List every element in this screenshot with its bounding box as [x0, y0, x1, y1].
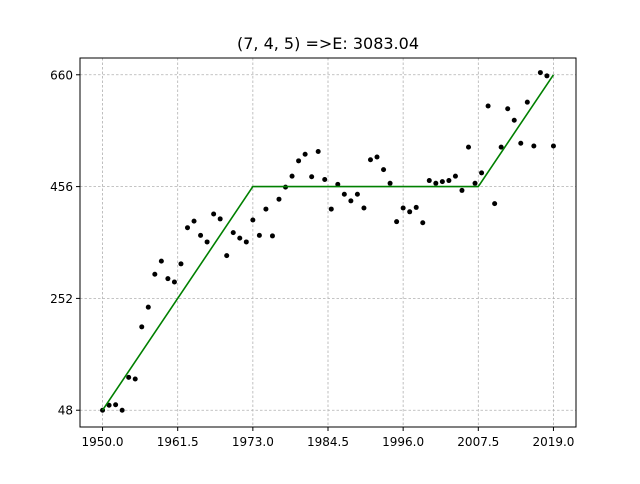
data-point: [459, 187, 465, 193]
data-point: [466, 144, 472, 150]
data-point: [361, 205, 367, 211]
data-point: [224, 253, 230, 259]
y-tick-label: 252: [50, 292, 73, 306]
data-point: [479, 170, 485, 176]
data-point: [269, 233, 275, 239]
data-point: [139, 324, 145, 330]
data-point: [211, 211, 217, 217]
data-point: [485, 103, 491, 109]
grid-layer: [80, 58, 576, 427]
y-tick-label: 456: [50, 180, 73, 194]
data-point: [524, 99, 530, 105]
data-point: [152, 271, 158, 277]
data-point: [511, 117, 517, 123]
data-point: [472, 180, 478, 186]
data-point: [309, 174, 315, 180]
data-point: [113, 402, 119, 408]
data-point: [119, 407, 125, 413]
data-point: [158, 258, 164, 264]
data-point: [217, 216, 223, 222]
data-point: [126, 374, 132, 380]
data-point: [498, 144, 504, 150]
data-point: [184, 225, 190, 231]
chart-title: (7, 4, 5) =>E: 3083.04: [237, 34, 419, 53]
axes-layer: 1950.0 1961.5 1973.0 1984.5 1996.0 2007.5 2019…: [50, 57, 577, 449]
x-tick-label: 1950.0: [82, 435, 124, 449]
data-point: [250, 217, 256, 223]
data-point: [230, 230, 236, 236]
x-tick-label: 1984.5: [307, 435, 349, 449]
data-point: [394, 219, 400, 225]
y-tick-label: 48: [58, 404, 73, 418]
data-point: [328, 206, 334, 212]
fit-line: [101, 74, 555, 411]
data-point: [354, 191, 360, 197]
data-point: [171, 279, 177, 285]
data-point: [518, 140, 524, 146]
data-point: [426, 178, 432, 184]
data-point: [322, 176, 328, 182]
data-point: [204, 239, 210, 245]
data-point: [407, 209, 413, 215]
data-point: [289, 173, 295, 179]
x-tick-label: 1973.0: [232, 435, 274, 449]
data-point: [335, 181, 341, 187]
data-point: [544, 73, 550, 79]
x-tick-label: 1996.0: [382, 435, 424, 449]
data-point: [531, 143, 537, 149]
data-point: [165, 276, 171, 282]
x-tick-label: 1961.5: [157, 435, 199, 449]
data-point: [537, 70, 543, 76]
data-point: [446, 178, 452, 184]
x-tick-label: 2007.5: [457, 435, 499, 449]
data-point: [276, 196, 282, 202]
data-point: [452, 173, 458, 179]
data-point: [420, 220, 426, 226]
data-point: [433, 180, 439, 186]
data-point: [439, 179, 445, 185]
data-point: [256, 232, 262, 238]
data-point: [302, 151, 308, 157]
data-point: [387, 180, 393, 186]
data-point: [492, 201, 498, 207]
data-point: [263, 206, 269, 212]
data-point: [296, 158, 302, 164]
data-point: [132, 376, 138, 382]
data-point: [145, 304, 151, 310]
y-tick-label: 660: [50, 68, 73, 82]
data-point: [374, 154, 380, 160]
data-point: [400, 205, 406, 211]
data-point: [381, 167, 387, 173]
data-point: [178, 261, 184, 267]
data-point: [198, 232, 204, 238]
data-point: [505, 106, 511, 112]
data-point: [348, 198, 354, 204]
series-layer: [100, 70, 556, 413]
x-tick-label: 2019.0: [532, 435, 574, 449]
data-point: [413, 204, 419, 210]
data-point: [341, 191, 347, 197]
data-point: [243, 239, 249, 245]
data-point: [106, 402, 112, 408]
data-point: [191, 218, 197, 224]
data-point: [237, 235, 243, 241]
data-point: [550, 143, 556, 149]
data-point: [367, 157, 373, 163]
data-point: [315, 149, 321, 155]
